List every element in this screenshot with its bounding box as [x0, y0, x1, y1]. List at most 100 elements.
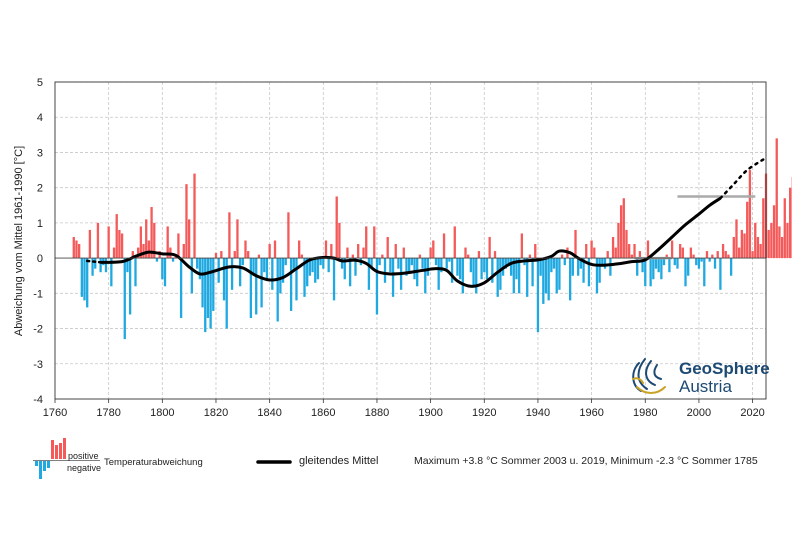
bar-1949 — [560, 254, 564, 259]
legend-anomaly-icon — [33, 438, 100, 479]
x-tick-label-2020: 2020 — [740, 407, 764, 419]
y-tick-label--1: -1 — [33, 288, 43, 300]
bar-1942 — [542, 258, 545, 304]
bar-1845 — [281, 258, 285, 283]
x-tick-label-1760: 1760 — [43, 407, 67, 419]
bar-1973 — [625, 229, 628, 259]
moving-mean-line — [100, 196, 722, 288]
bar-1933 — [518, 258, 521, 294]
bar-1959 — [587, 258, 591, 287]
legend-extremes-annotation: Maximum +3.8 °C Sommer 2003 u. 2019, Min… — [414, 455, 758, 467]
bar-1782 — [112, 247, 116, 259]
bar-1954 — [574, 229, 577, 259]
bar-1780 — [107, 226, 110, 259]
bar-1809 — [185, 184, 188, 259]
bar-1986 — [660, 258, 663, 280]
x-tick-label-1800: 1800 — [150, 407, 174, 419]
bar-2017 — [743, 233, 746, 259]
bar-1968 — [611, 236, 615, 259]
bar-1928 — [504, 258, 507, 269]
bar-1866 — [338, 222, 341, 259]
bar-1808 — [182, 244, 185, 259]
bar-1879 — [373, 226, 376, 259]
bar-1812 — [193, 173, 196, 259]
bar-1816 — [204, 258, 207, 333]
bar-1886 — [391, 258, 395, 297]
anomaly-bars — [72, 138, 792, 340]
x-tick-label-1780: 1780 — [96, 407, 120, 419]
bar-2034 — [788, 187, 792, 259]
bar-1975 — [630, 254, 634, 259]
bar-2033 — [786, 222, 789, 259]
bar-2026 — [767, 229, 770, 259]
bar-1909 — [453, 226, 456, 259]
bar-1903 — [437, 258, 440, 290]
bar-1841 — [271, 258, 274, 290]
bar-1813 — [196, 258, 199, 269]
bar-1798 — [155, 258, 159, 262]
bar-1777 — [99, 258, 102, 273]
bar-1769 — [77, 244, 81, 259]
bar-1907 — [448, 258, 451, 262]
logo-name-line1: GeoSphere — [679, 359, 770, 378]
bar-1898 — [424, 258, 427, 294]
bar-1861 — [324, 240, 328, 259]
logo-name-line2: Austria — [679, 377, 732, 396]
grid-lines — [55, 81, 766, 399]
bar-1970 — [617, 222, 620, 259]
bar-1885 — [389, 258, 392, 273]
bar-1884 — [386, 236, 389, 259]
bar-2019 — [748, 170, 752, 259]
bar-1993 — [678, 244, 682, 259]
bar-1786 — [123, 258, 126, 340]
bar-1974 — [628, 244, 631, 259]
bar-1771 — [83, 258, 86, 301]
bar-1823 — [222, 258, 226, 301]
bar-1819 — [212, 258, 215, 311]
x-tick-label-1960: 1960 — [579, 407, 603, 419]
bar-1830 — [241, 258, 244, 266]
bar-1950 — [563, 258, 566, 266]
bar-1802 — [166, 226, 169, 259]
bar-2016 — [740, 229, 744, 259]
bar-1772 — [86, 258, 89, 308]
y-tick-label--3: -3 — [33, 359, 43, 371]
bar-1912 — [461, 258, 464, 294]
bar-1952 — [568, 258, 572, 301]
bar-1865 — [335, 196, 338, 259]
bar-1882 — [381, 254, 384, 259]
bar-1902 — [434, 258, 438, 266]
x-tick-label-1940: 1940 — [526, 407, 550, 419]
bar-2002 — [703, 258, 706, 287]
bar-1868 — [343, 258, 346, 280]
bar-1800 — [161, 258, 164, 280]
bar-2029 — [775, 138, 778, 259]
bar-2003 — [705, 251, 709, 259]
bar-1824 — [225, 258, 228, 329]
bar-1893 — [410, 258, 413, 266]
bar-1784 — [118, 229, 121, 259]
bar-2021 — [754, 222, 757, 259]
bar-1846 — [284, 258, 287, 266]
bar-1906 — [445, 258, 448, 269]
bar-1957 — [582, 258, 585, 283]
bar-1984 — [654, 258, 658, 269]
bar-1931 — [512, 258, 515, 294]
bar-1900 — [429, 247, 432, 259]
bar-1998 — [692, 254, 695, 259]
y-tick-label-2: 2 — [37, 183, 43, 195]
bar-1857 — [314, 258, 317, 283]
bar-2006 — [713, 258, 717, 269]
bar-1806 — [177, 233, 180, 259]
bar-1992 — [676, 258, 679, 269]
bar-1919 — [480, 258, 483, 280]
bar-1872 — [354, 258, 357, 276]
bar-1981 — [646, 240, 650, 259]
bar-1825 — [228, 212, 231, 259]
bar-1958 — [585, 244, 588, 259]
bar-1820 — [214, 252, 218, 259]
bar-1899 — [426, 258, 430, 276]
bar-2027 — [770, 222, 773, 259]
bar-1797 — [153, 222, 156, 259]
